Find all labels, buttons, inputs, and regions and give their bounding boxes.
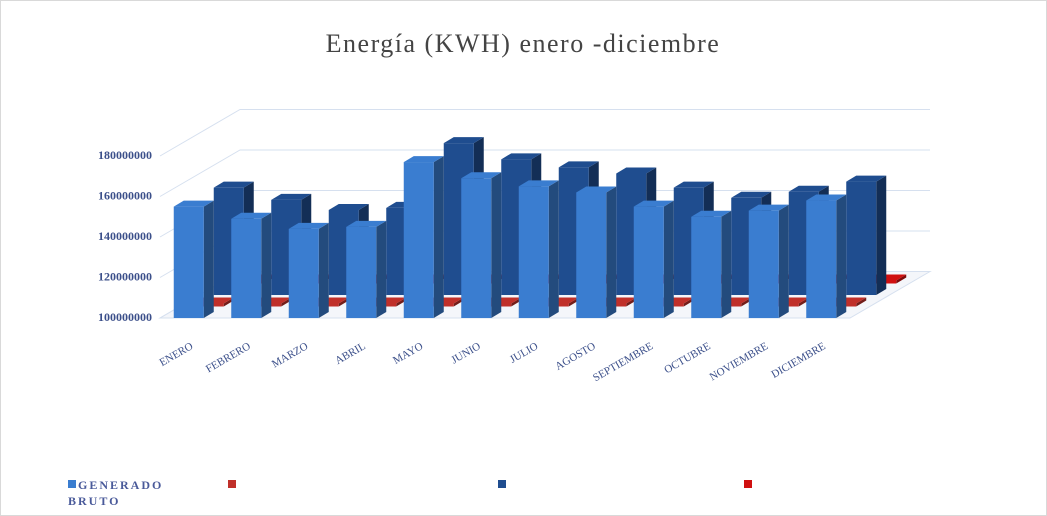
bar-top <box>673 181 714 188</box>
bar-side <box>896 274 907 284</box>
bar-top <box>461 172 502 179</box>
bar-side <box>721 210 732 318</box>
bar-side <box>663 200 674 318</box>
bar-top <box>173 200 214 207</box>
bar-side <box>856 297 867 307</box>
bar-top <box>328 203 369 210</box>
y-tick-label: 120000000 <box>98 269 152 283</box>
bar-top <box>806 194 847 201</box>
legend-label-line: BRUTO <box>68 494 120 508</box>
bar <box>806 194 847 318</box>
legend-swatch <box>744 480 752 488</box>
bar-top <box>731 191 772 198</box>
bar-side <box>606 186 617 318</box>
bar-side <box>491 172 502 318</box>
bar-side <box>876 175 887 295</box>
bar-front <box>461 178 492 318</box>
bar-side <box>376 220 387 318</box>
y-tick-label: 180000000 <box>98 148 152 162</box>
bar <box>403 156 444 318</box>
bar-top <box>633 200 674 207</box>
bar-top <box>213 181 254 188</box>
bar-top <box>403 156 444 163</box>
bar-front <box>173 206 204 318</box>
bar-front <box>518 186 549 318</box>
bar-front <box>806 200 837 318</box>
bar-front <box>403 162 434 318</box>
bar-front <box>346 226 377 318</box>
bar-top <box>518 180 559 187</box>
bar-top <box>346 220 387 227</box>
legend-label: GENERADO BRUTO <box>68 478 163 508</box>
legend-label-line: GENERADO <box>78 478 163 492</box>
bar-side <box>261 212 272 318</box>
legend-swatch <box>228 480 236 488</box>
chart-title: Energía (KWH) enero -diciembre <box>326 29 721 58</box>
y-tick-label: 160000000 <box>98 188 152 202</box>
bar-top <box>558 161 599 168</box>
y-tick-label: 100000000 <box>98 310 152 324</box>
bar <box>576 186 617 318</box>
bar-front <box>691 216 722 318</box>
bar-side <box>203 200 214 318</box>
bar-top <box>501 153 542 160</box>
bar-top <box>576 186 617 193</box>
bar <box>691 210 732 318</box>
bar <box>173 200 214 318</box>
bar <box>748 204 789 318</box>
bar <box>231 212 272 318</box>
bar-side <box>318 222 329 318</box>
bar-front <box>633 206 664 318</box>
bar <box>346 220 387 318</box>
bar-top <box>271 193 312 200</box>
bar-front <box>576 192 607 318</box>
bar-front <box>846 181 877 295</box>
bar <box>633 200 674 318</box>
legend-swatch <box>498 480 506 488</box>
bar-top <box>231 212 272 219</box>
bar-side <box>548 180 559 318</box>
bar-top <box>288 222 329 229</box>
bar <box>846 175 887 295</box>
grid-line <box>159 149 930 197</box>
bar-side <box>433 156 444 318</box>
y-tick-label: 140000000 <box>98 229 152 243</box>
legend-swatch <box>68 480 76 488</box>
bar <box>288 222 329 318</box>
bar-top <box>788 185 829 192</box>
bar-top <box>443 137 484 144</box>
bar <box>461 172 502 318</box>
bar-side <box>778 204 789 318</box>
bar-front <box>288 228 319 318</box>
bar-top <box>616 167 657 174</box>
bar-front <box>748 210 779 318</box>
bar-top <box>748 204 789 211</box>
bar <box>518 180 559 318</box>
grid-line <box>159 109 930 157</box>
bar-side <box>836 194 847 318</box>
bar-top <box>691 210 732 217</box>
bar-front <box>231 218 262 318</box>
bar-top <box>846 175 887 182</box>
